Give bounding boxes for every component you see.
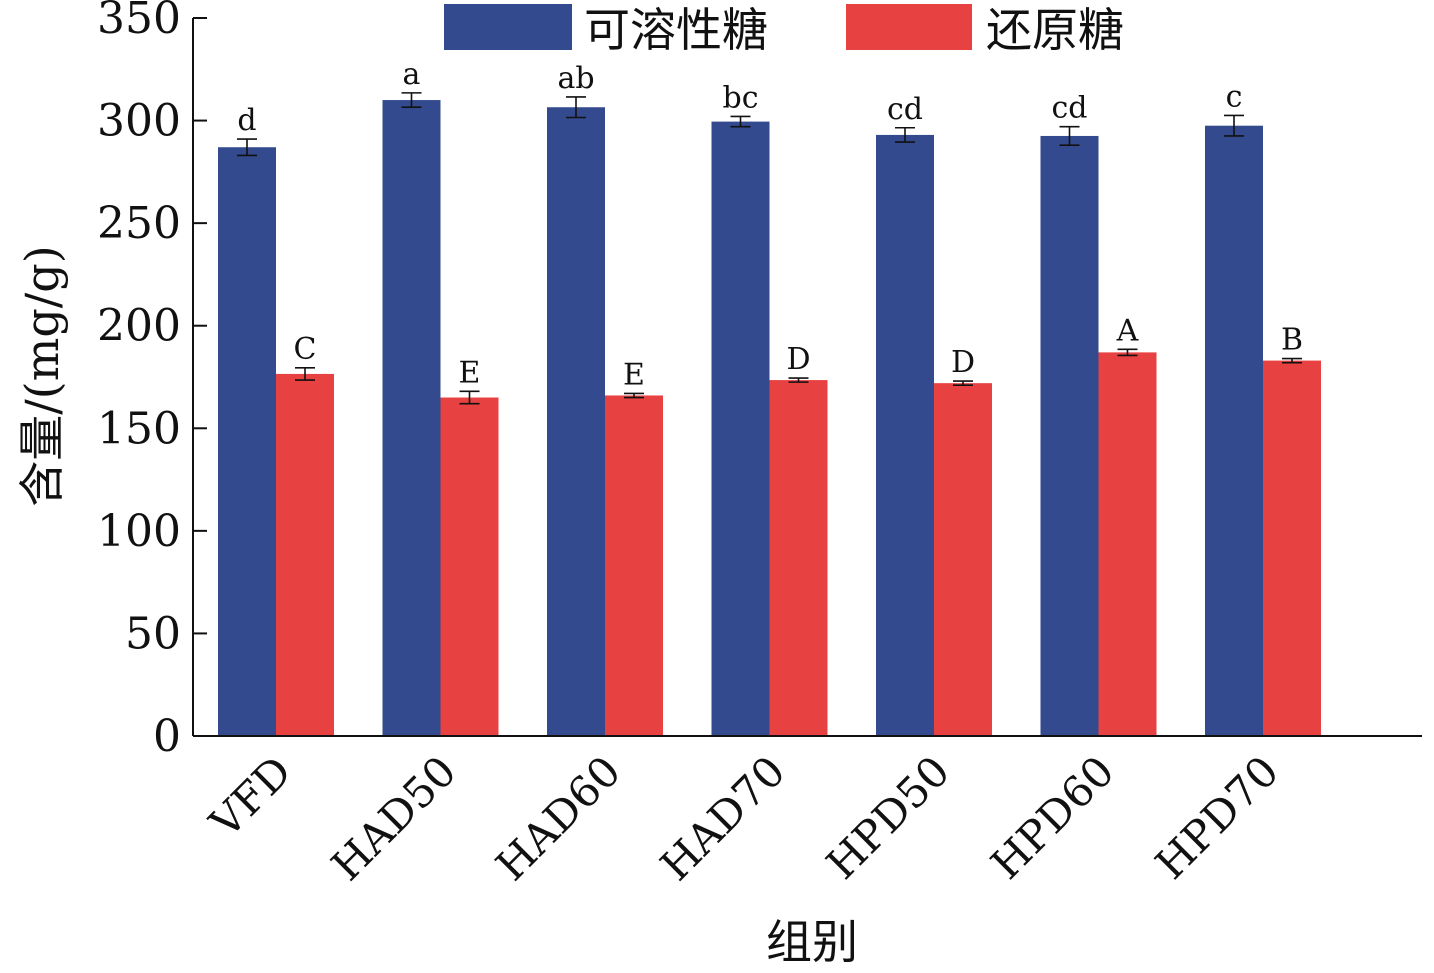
significance-label-VFD-series-0: d <box>237 103 256 138</box>
error-bars-layer <box>237 92 1302 405</box>
bar-HPD60-series-1 <box>1098 352 1157 736</box>
bar-HAD70-series-1 <box>769 380 828 736</box>
bar-HPD70-series-0 <box>1205 125 1263 736</box>
significance-label-VFD-series-1: C <box>294 332 317 367</box>
significance-label-HAD70-series-1: D <box>786 342 810 377</box>
significance-label-HPD50-series-0: cd <box>887 92 923 127</box>
x-tick-label-HAD50: HAD50 <box>322 746 466 890</box>
bar-HAD50-series-1 <box>440 397 499 736</box>
y-tick-label-250: 250 <box>97 198 181 249</box>
x-tick-label-VFD: VFD <box>200 746 301 847</box>
legend-swatch-reducing-sugar <box>846 4 972 50</box>
legend: 可溶性糖 还原糖 <box>444 3 1124 57</box>
bar-HPD60-series-0 <box>1040 135 1099 736</box>
x-category-labels-layer: VFD HAD50 HAD60 HAD70 HPD50 HPD60 HPD70 <box>200 746 1288 890</box>
bars-layer <box>218 100 1321 737</box>
significance-label-HPD70-series-1: B <box>1281 323 1303 358</box>
y-tick-label-300: 300 <box>97 96 181 147</box>
bar-HAD50-series-0 <box>382 100 441 737</box>
bar-VFD-series-0 <box>218 147 276 737</box>
bar-VFD-series-1 <box>276 373 334 736</box>
legend-label-soluble-sugar: 可溶性糖 <box>584 3 768 57</box>
y-tick-label-150: 150 <box>97 403 181 454</box>
bar-HAD60-series-1 <box>605 395 663 736</box>
significance-label-HPD60-series-0: cd <box>1051 91 1087 126</box>
x-tick-label-HAD60: HAD60 <box>486 746 630 890</box>
axes-layer <box>192 18 1422 737</box>
significance-label-HPD50-series-1: D <box>951 345 975 380</box>
significance-label-HAD50-series-0: a <box>403 57 421 92</box>
bar-HAD60-series-0 <box>547 107 605 737</box>
significance-label-HPD70-series-0: c <box>1226 79 1243 114</box>
x-tick-label-HAD70: HAD70 <box>651 746 795 890</box>
bar-HAD70-series-0 <box>711 121 770 736</box>
y-tick-label-50: 50 <box>125 608 181 659</box>
significance-label-HAD60-series-0: ab <box>557 61 594 96</box>
legend-swatch-soluble-sugar <box>444 4 572 50</box>
y-tick-label-100: 100 <box>97 506 181 557</box>
significance-label-HPD60-series-1: A <box>1116 313 1139 348</box>
significance-label-HAD50-series-1: E <box>459 355 481 390</box>
significance-label-HAD60-series-1: E <box>623 357 645 392</box>
x-tick-label-HPD50: HPD50 <box>817 746 959 888</box>
significance-label-HAD70-series-0: bc <box>722 80 758 115</box>
y-axis-title: 含量/(mg/g) <box>15 245 69 506</box>
bar-HPD50-series-0 <box>876 134 934 737</box>
x-tick-label-HPD70: HPD70 <box>1146 746 1288 888</box>
y-tick-label-200: 200 <box>97 301 181 352</box>
x-tick-label-HPD60: HPD60 <box>981 746 1123 888</box>
bar-HPD50-series-1 <box>934 383 992 736</box>
y-tick-label-0: 0 <box>153 711 181 762</box>
significance-labels-layer: d Ca Eab Ebc Dcd Dcd Ac B <box>237 57 1303 393</box>
y-tick-label-350: 350 <box>97 0 181 44</box>
bar-HPD70-series-1 <box>1263 360 1321 736</box>
x-axis-title: 组别 <box>766 915 858 969</box>
y-ticks-layer: 0 50 100 150 200 250 300 350 <box>97 0 207 762</box>
legend-label-reducing-sugar: 还原糖 <box>986 3 1124 57</box>
